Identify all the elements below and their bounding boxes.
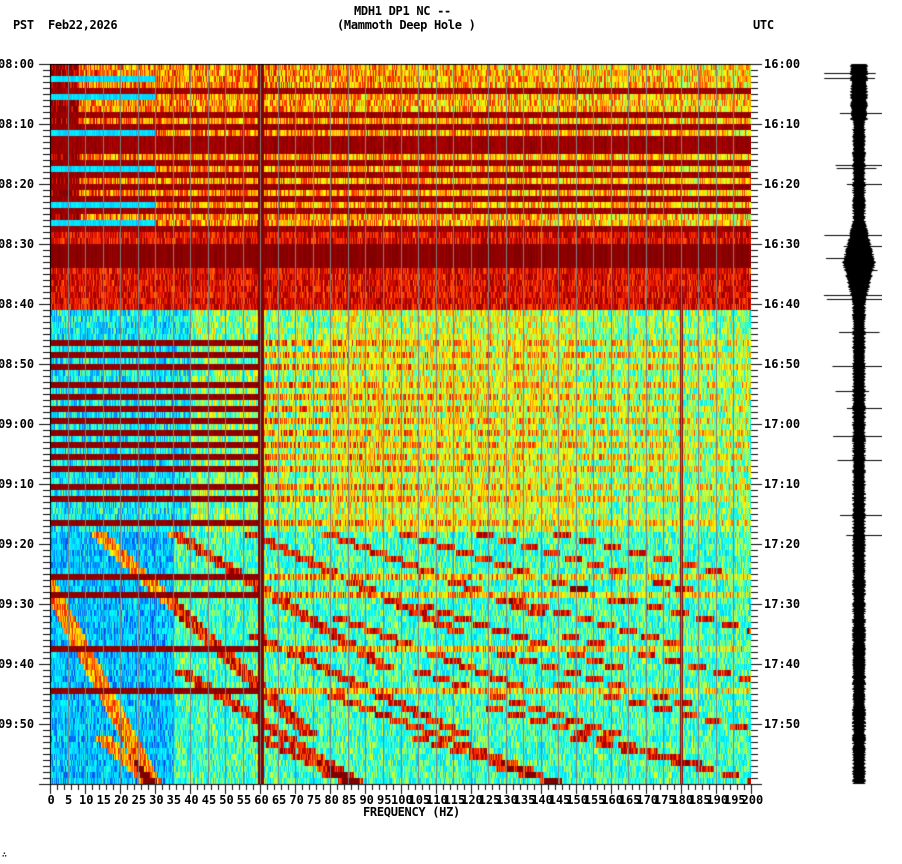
left-time-tick-label: 09:00 bbox=[0, 417, 35, 431]
right-time-tick-label: 17:40 bbox=[764, 657, 801, 671]
right-time-tick-label: 16:20 bbox=[764, 177, 801, 191]
frequency-tick-label: 80 bbox=[324, 793, 339, 807]
frequency-tick-label: 35 bbox=[166, 793, 182, 807]
left-time-tick-label: 09:30 bbox=[0, 597, 35, 611]
left-time-tick-label: 09:40 bbox=[0, 657, 35, 671]
left-time-tick-label: 09:10 bbox=[0, 477, 35, 491]
left-time-tick-label: 08:30 bbox=[0, 237, 35, 251]
right-time-tick-label: 16:40 bbox=[764, 297, 801, 311]
right-time-tick-label: 16:30 bbox=[764, 237, 801, 251]
frequency-tick-label: 165 bbox=[618, 793, 641, 807]
frequency-tick-label: 100 bbox=[391, 793, 413, 807]
frequency-tick-label: 75 bbox=[306, 793, 322, 807]
left-time-tick-label: 09:50 bbox=[0, 717, 35, 731]
left-time-tick-label: 08:50 bbox=[0, 357, 35, 371]
frequency-tick-label: 120 bbox=[461, 793, 483, 807]
frequency-tick-label: 5 bbox=[65, 793, 73, 807]
frequency-tick-label: 125 bbox=[478, 793, 501, 807]
frequency-tick-label: 90 bbox=[359, 793, 374, 807]
frequency-tick-label: 140 bbox=[531, 793, 553, 807]
frequency-tick-label: 200 bbox=[741, 793, 764, 807]
frequency-tick-label: 40 bbox=[184, 793, 199, 807]
left-time-tick-label: 08:40 bbox=[0, 297, 35, 311]
frequency-tick-label: 130 bbox=[496, 793, 518, 807]
right-time-tick-label: 16:50 bbox=[764, 357, 801, 371]
right-time-tick-label: 17:20 bbox=[764, 537, 801, 551]
frequency-tick-label: 145 bbox=[548, 793, 571, 807]
frequency-tick-label: 115 bbox=[443, 793, 466, 807]
right-time-tick-label: 17:00 bbox=[764, 417, 801, 431]
frequency-tick-label: 60 bbox=[254, 793, 269, 807]
frequency-tick-label: 170 bbox=[636, 793, 659, 807]
x-axis-title: FREQUENCY (HZ) bbox=[363, 805, 460, 819]
frequency-tick-label: 150 bbox=[566, 793, 588, 807]
left-time-tick-label: 08:00 bbox=[0, 57, 35, 71]
frequency-tick-label: 55 bbox=[236, 793, 252, 807]
frequency-tick-label: 25 bbox=[131, 793, 147, 807]
frequency-tick-label: 70 bbox=[289, 793, 304, 807]
frequency-tick-label: 185 bbox=[688, 793, 711, 807]
frequency-tick-label: 190 bbox=[706, 793, 729, 807]
frequency-tick-label: 20 bbox=[114, 793, 129, 807]
left-time-tick-label: 08:10 bbox=[0, 117, 35, 131]
frequency-tick-label: 175 bbox=[653, 793, 676, 807]
seismogram-trace bbox=[812, 60, 882, 786]
frequency-tick-label: 195 bbox=[723, 793, 746, 807]
right-time-tick-label: 17:30 bbox=[764, 597, 801, 611]
right-time-tick-label: 16:10 bbox=[764, 117, 801, 131]
right-time-tick-label: 16:00 bbox=[764, 57, 801, 71]
frequency-tick-label: 135 bbox=[513, 793, 536, 807]
frequency-tick-label: 95 bbox=[376, 793, 392, 807]
frequency-tick-label: 15 bbox=[96, 793, 112, 807]
frequency-tick-label: 45 bbox=[201, 793, 217, 807]
frequency-tick-label: 180 bbox=[671, 793, 694, 807]
frequency-tick-label: 110 bbox=[426, 793, 448, 807]
corner-mark: ∴ bbox=[2, 850, 7, 859]
frequency-tick-label: 0 bbox=[47, 793, 55, 807]
frequency-tick-label: 155 bbox=[583, 793, 606, 807]
frequency-tick-label: 85 bbox=[341, 793, 357, 807]
frequency-tick-label: 50 bbox=[219, 793, 234, 807]
right-time-tick-label: 17:50 bbox=[764, 717, 801, 731]
frequency-tick-label: 10 bbox=[79, 793, 94, 807]
right-time-tick-label: 17:10 bbox=[764, 477, 801, 491]
left-time-tick-label: 09:20 bbox=[0, 537, 35, 551]
left-time-tick-label: 08:20 bbox=[0, 177, 35, 191]
frequency-tick-label: 160 bbox=[601, 793, 623, 807]
frequency-tick-label: 65 bbox=[271, 793, 287, 807]
frequency-tick-label: 30 bbox=[149, 793, 164, 807]
frequency-tick-label: 105 bbox=[408, 793, 431, 807]
